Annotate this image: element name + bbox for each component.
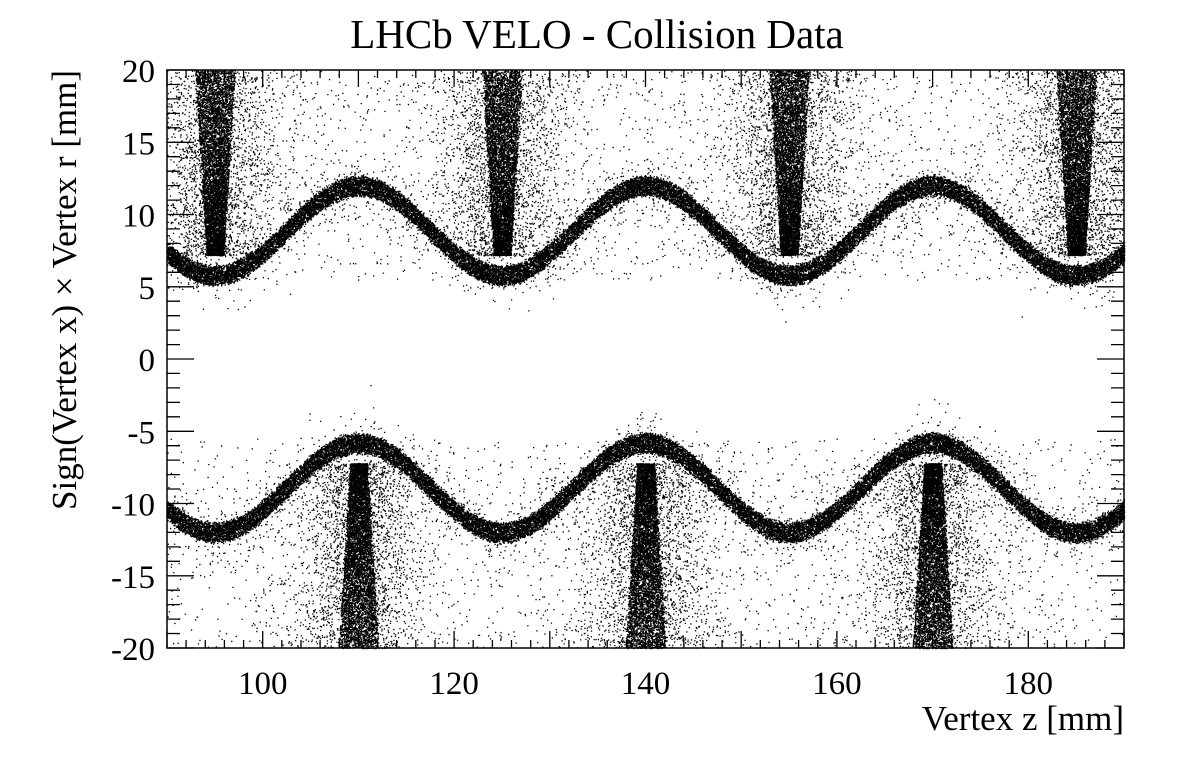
y-tick-label: 15 [122,126,155,162]
plot-frame [166,69,1125,649]
vertex-point-cloud [167,70,1126,650]
chart-title: LHCb VELO - Collision Data [350,11,843,57]
y-axis-label: Sign(Vertex x) × Vertex r [mm] [45,70,84,510]
x-tick-label: 180 [1004,666,1054,702]
y-tick-label: 10 [122,199,155,235]
x-tick-labels: 100 120 140 160 180 [238,666,1053,702]
y-tick-label: -5 [128,415,156,451]
y-tick-label: 5 [139,271,156,307]
scatter-points [167,70,1126,650]
y-tick-label: -15 [111,560,155,596]
x-tick-label: 100 [238,666,288,702]
y-tick-label: -10 [111,488,155,524]
x-tick-label: 120 [429,666,479,702]
y-tick-label: 20 [122,54,155,90]
y-tick-labels: -20 -15 -10 -5 0 5 10 15 20 [111,54,155,668]
x-axis-label: Vertex z [mm] [922,699,1124,738]
y-tick-label: -20 [111,632,155,668]
x-tick-label: 160 [812,666,862,702]
y-tick-label: 0 [139,343,156,379]
x-tick-label: 140 [621,666,671,702]
